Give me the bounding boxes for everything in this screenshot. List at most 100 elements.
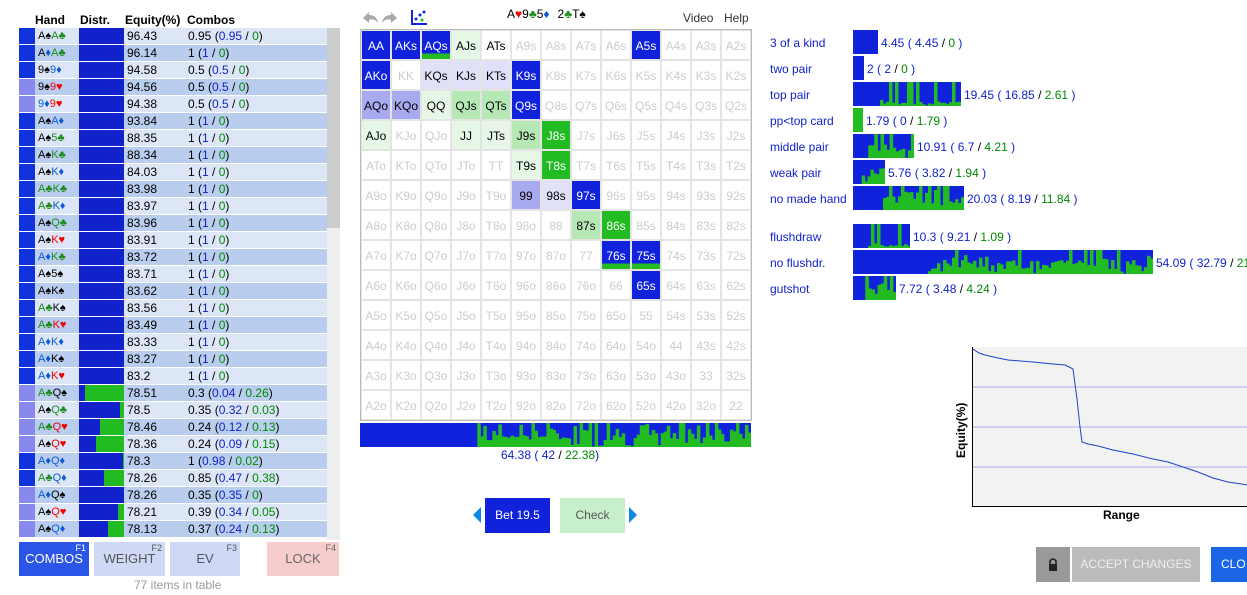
grid-cell[interactable]: T6s [601, 150, 631, 180]
grid-cell[interactable]: AQo [361, 90, 391, 120]
video-link[interactable]: Video [683, 11, 714, 25]
grid-cell[interactable]: 83o [541, 360, 571, 390]
table-row[interactable]: A♦K♦ 83.33 1 (1 / 0) [19, 334, 339, 351]
grid-cell[interactable]: 64s [661, 270, 691, 300]
grid-cell[interactable]: 86o [541, 270, 571, 300]
grid-cell[interactable]: Q4s [661, 90, 691, 120]
grid-cell[interactable]: T3s [691, 150, 721, 180]
grid-cell[interactable]: A3s [691, 30, 721, 60]
grid-cell[interactable]: JTo [451, 150, 481, 180]
table-row[interactable]: A♠Q♣ 78.5 0.35 (0.32 / 0.03) [19, 402, 339, 419]
category-label[interactable]: gutshot [770, 282, 810, 296]
table-row[interactable]: A♠Q♥ 78.36 0.24 (0.09 / 0.15) [19, 436, 339, 453]
grid-cell[interactable]: K8o [391, 210, 421, 240]
grid-cell[interactable]: Q2o [421, 390, 451, 420]
grid-cell[interactable]: A5o [361, 300, 391, 330]
grid-cell[interactable]: 82o [541, 390, 571, 420]
grid-cell[interactable]: 65s [631, 270, 661, 300]
grid-cell[interactable]: K5o [391, 300, 421, 330]
help-link[interactable]: Help [724, 11, 749, 25]
grid-cell[interactable]: 98s [541, 180, 571, 210]
combos-column-header[interactable]: Combos [187, 13, 235, 27]
grid-cell[interactable]: K3o [391, 360, 421, 390]
grid-cell[interactable]: A2s [721, 30, 751, 60]
grid-cell[interactable]: 64o [601, 330, 631, 360]
grid-cell[interactable]: 92o [511, 390, 541, 420]
grid-cell[interactable]: T8s [541, 150, 571, 180]
grid-cell[interactable]: K5s [631, 60, 661, 90]
grid-cell[interactable]: Q7o [421, 240, 451, 270]
grid-cell[interactable]: 74o [571, 330, 601, 360]
grid-cell[interactable]: J9o [451, 180, 481, 210]
table-row[interactable]: A♣Q♠ 78.51 0.3 (0.04 / 0.26) [19, 385, 339, 402]
grid-cell[interactable]: 72o [571, 390, 601, 420]
grid-cell[interactable]: KJo [391, 120, 421, 150]
grid-cell[interactable]: A7o [361, 240, 391, 270]
grid-cell[interactable]: J3o [451, 360, 481, 390]
grid-cell[interactable]: J9s [511, 120, 541, 150]
table-row[interactable]: A♠Q♦ 78.13 0.37 (0.24 / 0.13) [19, 521, 339, 538]
grid-cell[interactable]: 97o [511, 240, 541, 270]
tab-weight[interactable]: WEIGHT F2 [94, 542, 165, 576]
grid-cell[interactable]: 85o [541, 300, 571, 330]
grid-cell[interactable]: 63s [691, 270, 721, 300]
grid-cell[interactable]: QJo [421, 120, 451, 150]
grid-cell[interactable]: 86s [601, 210, 631, 240]
table-row[interactable]: A♠5♠ 83.71 1 (1 / 0) [19, 266, 339, 283]
table-row[interactable]: 9♦9♥ 94.38 0.5 (0.5 / 0) [19, 96, 339, 113]
grid-cell[interactable]: 54s [661, 300, 691, 330]
table-row[interactable]: 9♠9♦ 94.58 0.5 (0.5 / 0) [19, 62, 339, 79]
grid-cell[interactable]: AKs [391, 30, 421, 60]
grid-cell[interactable]: A2o [361, 390, 391, 420]
grid-cell[interactable]: J2s [721, 120, 751, 150]
grid-cell[interactable]: K3s [691, 60, 721, 90]
grid-cell[interactable]: Q2s [721, 90, 751, 120]
grid-cell[interactable]: KTs [481, 60, 511, 90]
grid-cell[interactable]: 43o [661, 360, 691, 390]
grid-cell[interactable]: T9s [511, 150, 541, 180]
grid-cell[interactable]: AJs [451, 30, 481, 60]
table-row[interactable]: A♣K♣ 83.98 1 (1 / 0) [19, 181, 339, 198]
grid-cell[interactable]: J5s [631, 120, 661, 150]
grid-cell[interactable]: 53s [691, 300, 721, 330]
grid-cell[interactable]: 85s [631, 210, 661, 240]
table-row[interactable]: A♣K♠ 83.56 1 (1 / 0) [19, 300, 339, 317]
grid-cell[interactable]: J5o [451, 300, 481, 330]
grid-cell[interactable]: 55 [631, 300, 661, 330]
grid-cell[interactable]: J2o [451, 390, 481, 420]
grid-cell[interactable]: 77 [571, 240, 601, 270]
check-button[interactable]: Check [560, 498, 625, 533]
table-row[interactable]: A♠K♥ 83.91 1 (1 / 0) [19, 232, 339, 249]
grid-cell[interactable]: J7o [451, 240, 481, 270]
grid-cell[interactable]: K2s [721, 60, 751, 90]
grid-cell[interactable]: AKo [361, 60, 391, 90]
category-label[interactable]: flushdraw [770, 230, 822, 244]
category-label[interactable]: pp<top card [770, 114, 834, 128]
grid-cell[interactable]: AA [361, 30, 391, 60]
grid-cell[interactable]: 75s [631, 240, 661, 270]
table-row[interactable]: A♣K♦ 83.97 1 (1 / 0) [19, 198, 339, 215]
grid-cell[interactable]: T8o [481, 210, 511, 240]
grid-cell[interactable]: 96o [511, 270, 541, 300]
grid-cell[interactable]: 98o [511, 210, 541, 240]
table-row[interactable]: A♠K♦ 84.03 1 (1 / 0) [19, 164, 339, 181]
grid-cell[interactable]: T3o [481, 360, 511, 390]
grid-cell[interactable]: KQs [421, 60, 451, 90]
table-row[interactable]: A♦Q♠ 78.26 0.35 (0.35 / 0) [19, 487, 339, 504]
table-row[interactable]: A♦A♣ 96.14 1 (1 / 0) [19, 45, 339, 62]
grid-cell[interactable]: Q9s [511, 90, 541, 120]
grid-cell[interactable]: Q7s [571, 90, 601, 120]
bet-button[interactable]: Bet 19.5 [485, 498, 550, 533]
scrollbar-thumb[interactable] [327, 28, 340, 228]
lock-button[interactable] [1036, 547, 1070, 582]
table-scrollbar[interactable] [327, 28, 340, 540]
equity-column-header[interactable]: Equity(%) [125, 13, 181, 27]
grid-cell[interactable]: QJs [451, 90, 481, 120]
grid-cell[interactable]: K7s [571, 60, 601, 90]
undo-icon[interactable] [360, 9, 400, 27]
grid-cell[interactable]: 44 [661, 330, 691, 360]
category-label[interactable]: middle pair [770, 140, 829, 154]
grid-cell[interactable]: TT [481, 150, 511, 180]
grid-cell[interactable]: 52s [721, 300, 751, 330]
category-label[interactable]: no flushdr. [770, 256, 826, 270]
